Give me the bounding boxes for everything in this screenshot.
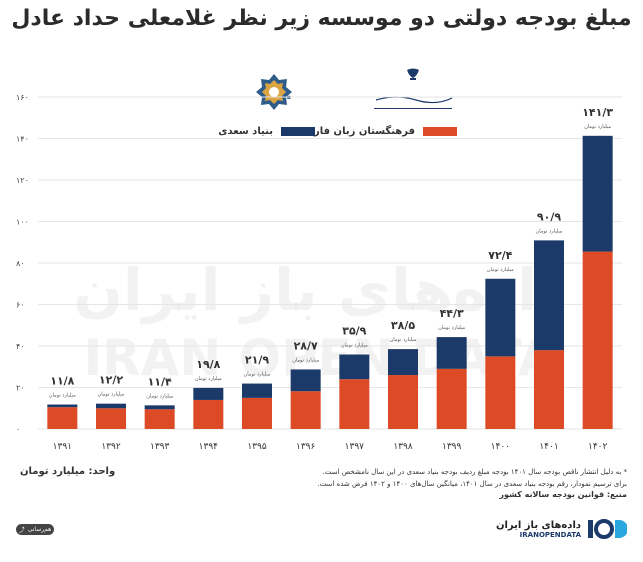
bar-saadi: [290, 369, 321, 392]
bar-saadi: [485, 278, 516, 357]
x-tick-label: ۱۳۹۱: [53, 442, 72, 452]
saadi-foundation-logo: ◆: [254, 70, 300, 114]
legend-label-academy: فرهنگستان زبان فارسی: [294, 126, 415, 137]
bar-academy: [436, 368, 467, 429]
bar-total-label: ۲۸/۷: [294, 339, 318, 352]
brand-name-fa: داده‌های باز ایران: [495, 519, 581, 531]
bar-saadi: [144, 405, 175, 410]
bar-academy: [485, 356, 516, 429]
bar-total-label: ۱۱/۴: [148, 375, 172, 388]
x-tick-label: ۱۴۰۱: [539, 442, 558, 452]
x-tick-label: ۱۳۹۷: [345, 442, 365, 452]
brand-mark-icon: [588, 519, 627, 539]
y-tick-label: ۱۶۰: [16, 93, 29, 102]
bar-academy: [388, 375, 418, 429]
bar-academy: [144, 409, 175, 429]
bar-academy: [339, 379, 370, 429]
bar-unit-label: میلیارد تومان: [244, 372, 271, 378]
x-tick-label: ۱۳۹۶: [296, 442, 316, 452]
bar-total-label: ۹۰/۹: [537, 210, 561, 223]
watermark-fa: داده‌های باز ایران: [73, 256, 566, 325]
x-tick-label: ۱۳۹۵: [247, 442, 267, 452]
x-tick-label: ۱۳۹۴: [199, 442, 219, 452]
bar-academy: [582, 251, 613, 429]
x-tick-label: ۱۳۹۲: [101, 442, 121, 452]
source-note: منبع: قوانین بودجه سالانه کشور: [499, 490, 627, 499]
legend-item-saadi: بنیاد سعدی: [218, 126, 315, 137]
brand-text: داده‌های باز ایران IRANOPENDATA: [496, 520, 581, 539]
footnotes: * به دلیل انتشار ناقص بودجه سال ۱۴۰۱ بود…: [297, 466, 627, 490]
bar-total-label: ۴۴/۳: [440, 307, 464, 320]
bar-total-label: ۷۲/۴: [488, 249, 512, 262]
x-tick-label: ۱۳۹۹: [442, 442, 462, 452]
bar-unit-label: میلیارد تومان: [438, 325, 465, 331]
x-tick-label: ۱۴۰۰: [491, 442, 510, 452]
legend-label-saadi: بنیاد سعدی: [218, 126, 273, 137]
bar-total-label: ۱۴۱/۳: [582, 106, 613, 119]
bar-total-label: ۳۵/۹: [342, 325, 366, 338]
bar-academy: [96, 408, 126, 429]
bar-saadi: [534, 240, 564, 351]
brand-logo: داده‌های باز ایران IRANOPENDATA: [496, 518, 627, 540]
y-tick-label: ۸۰: [16, 259, 25, 268]
bar-saadi: [436, 337, 467, 369]
bar-unit-label: میلیارد تومان: [98, 392, 125, 398]
brand-name-en: IRANOPENDATA: [519, 530, 581, 539]
footnote-line-2: برای ترسیم نمودار، رقم بودجه بنیاد سعدی …: [317, 480, 627, 488]
y-tick-label: ۱۴۰: [16, 135, 29, 144]
bar-saadi: [242, 383, 272, 398]
bar-total-label: ۱۱/۸: [50, 375, 74, 388]
x-tick-label: ۱۳۹۸: [393, 442, 413, 452]
bar-saadi: [193, 387, 224, 400]
persian-academy-logo: [370, 66, 456, 112]
bar-unit-label: میلیارد تومان: [49, 393, 76, 399]
bar-unit-label: میلیارد تومان: [390, 337, 417, 343]
chart-title: مبلغ بودجه دولتی دو موسسه زیر نظر غلامعل…: [11, 6, 632, 31]
bar-academy: [290, 391, 321, 429]
y-tick-label: ۰: [16, 425, 20, 434]
bar-saadi: [96, 403, 126, 409]
footnote-line-1: * به دلیل انتشار ناقص بودجه سال ۱۴۰۱ بود…: [322, 468, 627, 476]
bar-unit-label: میلیارد تومان: [292, 357, 319, 363]
share-icon: ⤴: [18, 527, 25, 534]
bar-academy: [47, 407, 78, 429]
legend-swatch-academy: [423, 127, 457, 136]
unit-label: واحد: میلیارد تومان: [20, 466, 116, 477]
y-tick-label: ۲۰: [16, 384, 25, 393]
bar-unit-label: میلیارد تومان: [341, 343, 368, 349]
share-label: هم‌رسانی: [27, 526, 52, 533]
y-tick-label: ۱۰۰: [16, 218, 29, 227]
bar-academy: [534, 350, 564, 429]
x-tick-label: ۱۳۹۳: [150, 442, 170, 452]
bar-academy: [242, 397, 272, 429]
bar-unit-label: میلیارد تومان: [487, 267, 514, 273]
legend-swatch-saadi: [281, 127, 315, 136]
bar-unit-label: میلیارد تومان: [536, 228, 563, 234]
bar-saadi: [47, 404, 78, 408]
bar-saadi: [388, 349, 418, 376]
legend-item-academy: فرهنگستان زبان فارسی: [294, 126, 457, 137]
bar-total-label: ۳۸/۵: [391, 319, 415, 332]
bar-unit-label: میلیارد تومان: [584, 124, 611, 130]
share-button[interactable]: ⤴ هم‌رسانی: [16, 524, 54, 535]
bar-saadi: [339, 354, 370, 380]
bar-saadi: [582, 135, 613, 252]
bar-unit-label: میلیارد تومان: [146, 393, 173, 399]
bar-academy: [193, 399, 224, 429]
bar-unit-label: میلیارد تومان: [195, 376, 222, 382]
bar-total-label: ۱۲/۲: [99, 374, 123, 387]
y-tick-label: ۶۰: [16, 301, 25, 310]
y-tick-label: ۱۲۰: [16, 176, 29, 185]
x-tick-label: ۱۴۰۲: [588, 442, 608, 452]
y-tick-label: ۴۰: [16, 342, 25, 351]
bar-total-label: ۲۱/۹: [245, 354, 269, 367]
bar-total-label: ۱۹/۸: [196, 358, 220, 371]
